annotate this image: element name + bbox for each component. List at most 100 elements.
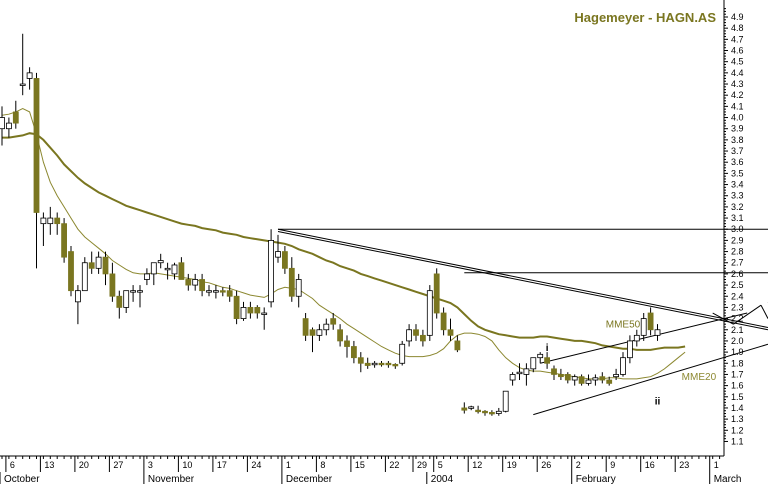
month-label: 2004	[431, 474, 454, 484]
trend-line-6	[760, 304, 768, 319]
candle-body-39	[268, 239, 275, 303]
candle-28	[192, 273, 199, 291]
candle-body-59	[406, 329, 413, 342]
candle-21	[143, 268, 150, 286]
candle-body-44	[302, 318, 309, 336]
candle-body-30	[206, 290, 212, 293]
candle-body-73	[502, 390, 509, 412]
candle-body-32	[219, 290, 226, 293]
candle-body-85	[585, 379, 592, 384]
candle-93	[640, 313, 647, 341]
candle-body-74	[509, 374, 516, 381]
y-tick-label: 1.2	[731, 425, 744, 435]
y-tick-label: 4.6	[731, 46, 744, 56]
y-tick-label: 4.2	[731, 90, 744, 100]
candle-body-43	[295, 279, 302, 297]
candle-body-29	[199, 279, 206, 292]
candle-15	[102, 251, 109, 286]
candle-body-50	[344, 340, 350, 347]
candle-34	[233, 290, 240, 325]
candle-92	[633, 329, 640, 347]
y-tick-label: 3.9	[731, 124, 744, 134]
month-label: November	[148, 474, 195, 484]
series-line-mme50	[2, 132, 686, 351]
candle-body-41	[281, 251, 288, 269]
candle-72	[495, 407, 502, 416]
candle-body-79	[544, 357, 550, 364]
y-tick-label: 2.4	[731, 291, 744, 301]
month-label: February	[576, 474, 616, 484]
candle-83	[571, 374, 578, 386]
candle-80	[551, 365, 557, 381]
candle-4	[26, 67, 33, 90]
candle-18	[123, 290, 130, 314]
candle-62	[426, 285, 433, 341]
candle-body-37	[254, 307, 261, 314]
candle-body-54	[371, 362, 378, 366]
candle-body-83	[571, 376, 578, 381]
candle-body-22	[150, 262, 157, 275]
y-tick-label: 1.4	[731, 403, 744, 413]
candles	[0, 33, 661, 416]
x-axis: 6 13 20 27 3 10 17 24 1 8 15 22 29 5 12 19 26 2 9 16 23 1Octo…	[0, 455, 741, 484]
candle-36	[247, 301, 254, 319]
candle-1	[6, 117, 12, 138]
candle-body-56	[385, 362, 392, 366]
candle-body-81	[558, 374, 564, 378]
candle-body-6	[40, 217, 47, 225]
candle-body-26	[178, 262, 185, 280]
candle-body-7	[47, 217, 54, 225]
moving-averages	[1, 108, 686, 380]
candle-43	[295, 273, 302, 308]
y-tick-label: 2.8	[731, 247, 744, 257]
y-tick-label: 2.2	[731, 314, 744, 324]
y-tick-label: 4.7	[731, 34, 744, 44]
candle-body-33	[226, 290, 233, 297]
candle-body-18	[123, 290, 130, 308]
candle-2	[12, 100, 19, 129]
candle-body-61	[419, 334, 426, 342]
annotation-label-0: MME50	[606, 320, 641, 331]
candle-73	[502, 390, 509, 413]
candle-89	[613, 368, 619, 381]
candle-32	[219, 287, 226, 297]
y-tick-label: 2.7	[731, 258, 744, 268]
candle-87	[599, 372, 606, 384]
x-tick-label: 27	[113, 460, 123, 470]
candle-body-0	[0, 117, 5, 130]
y-tick-label: 1.5	[731, 392, 744, 402]
candle-body-46	[316, 329, 323, 336]
y-tick-label: 1.1	[731, 436, 744, 446]
x-tick-label: 16	[645, 460, 655, 470]
candle-body-16	[109, 273, 116, 297]
x-tick-label: 13	[44, 460, 54, 470]
candle-46	[316, 324, 323, 341]
candle-70	[482, 410, 488, 416]
candle-body-36	[247, 307, 254, 314]
candle-3	[19, 33, 26, 96]
candle-body-66	[454, 340, 461, 351]
candle-48	[330, 313, 337, 330]
trend-line-5	[733, 304, 762, 325]
candle-6	[40, 212, 47, 246]
candle-63	[433, 268, 440, 319]
candle-body-93	[640, 318, 647, 336]
chart-title: Hagemeyer - HAGN.AS	[574, 10, 716, 25]
y-tick-label: 3.8	[731, 135, 744, 145]
candle-16	[109, 262, 116, 302]
x-tick-label: 29	[417, 460, 427, 470]
candle-body-75	[516, 371, 523, 375]
candle-10	[68, 245, 74, 297]
candle-body-42	[288, 267, 295, 297]
y-tick-label: 2.9	[731, 235, 744, 245]
x-tick-label: 9	[610, 460, 615, 470]
x-tick-label: 1	[286, 460, 291, 470]
candle-body-38	[261, 312, 268, 315]
x-tick-label: 26	[541, 460, 551, 470]
month-label: December	[286, 474, 333, 484]
candle-58	[399, 340, 406, 366]
candle-75	[516, 363, 523, 381]
candle-27	[185, 273, 192, 291]
candle-body-91	[627, 340, 633, 359]
y-tick-label: 1.7	[731, 369, 744, 379]
